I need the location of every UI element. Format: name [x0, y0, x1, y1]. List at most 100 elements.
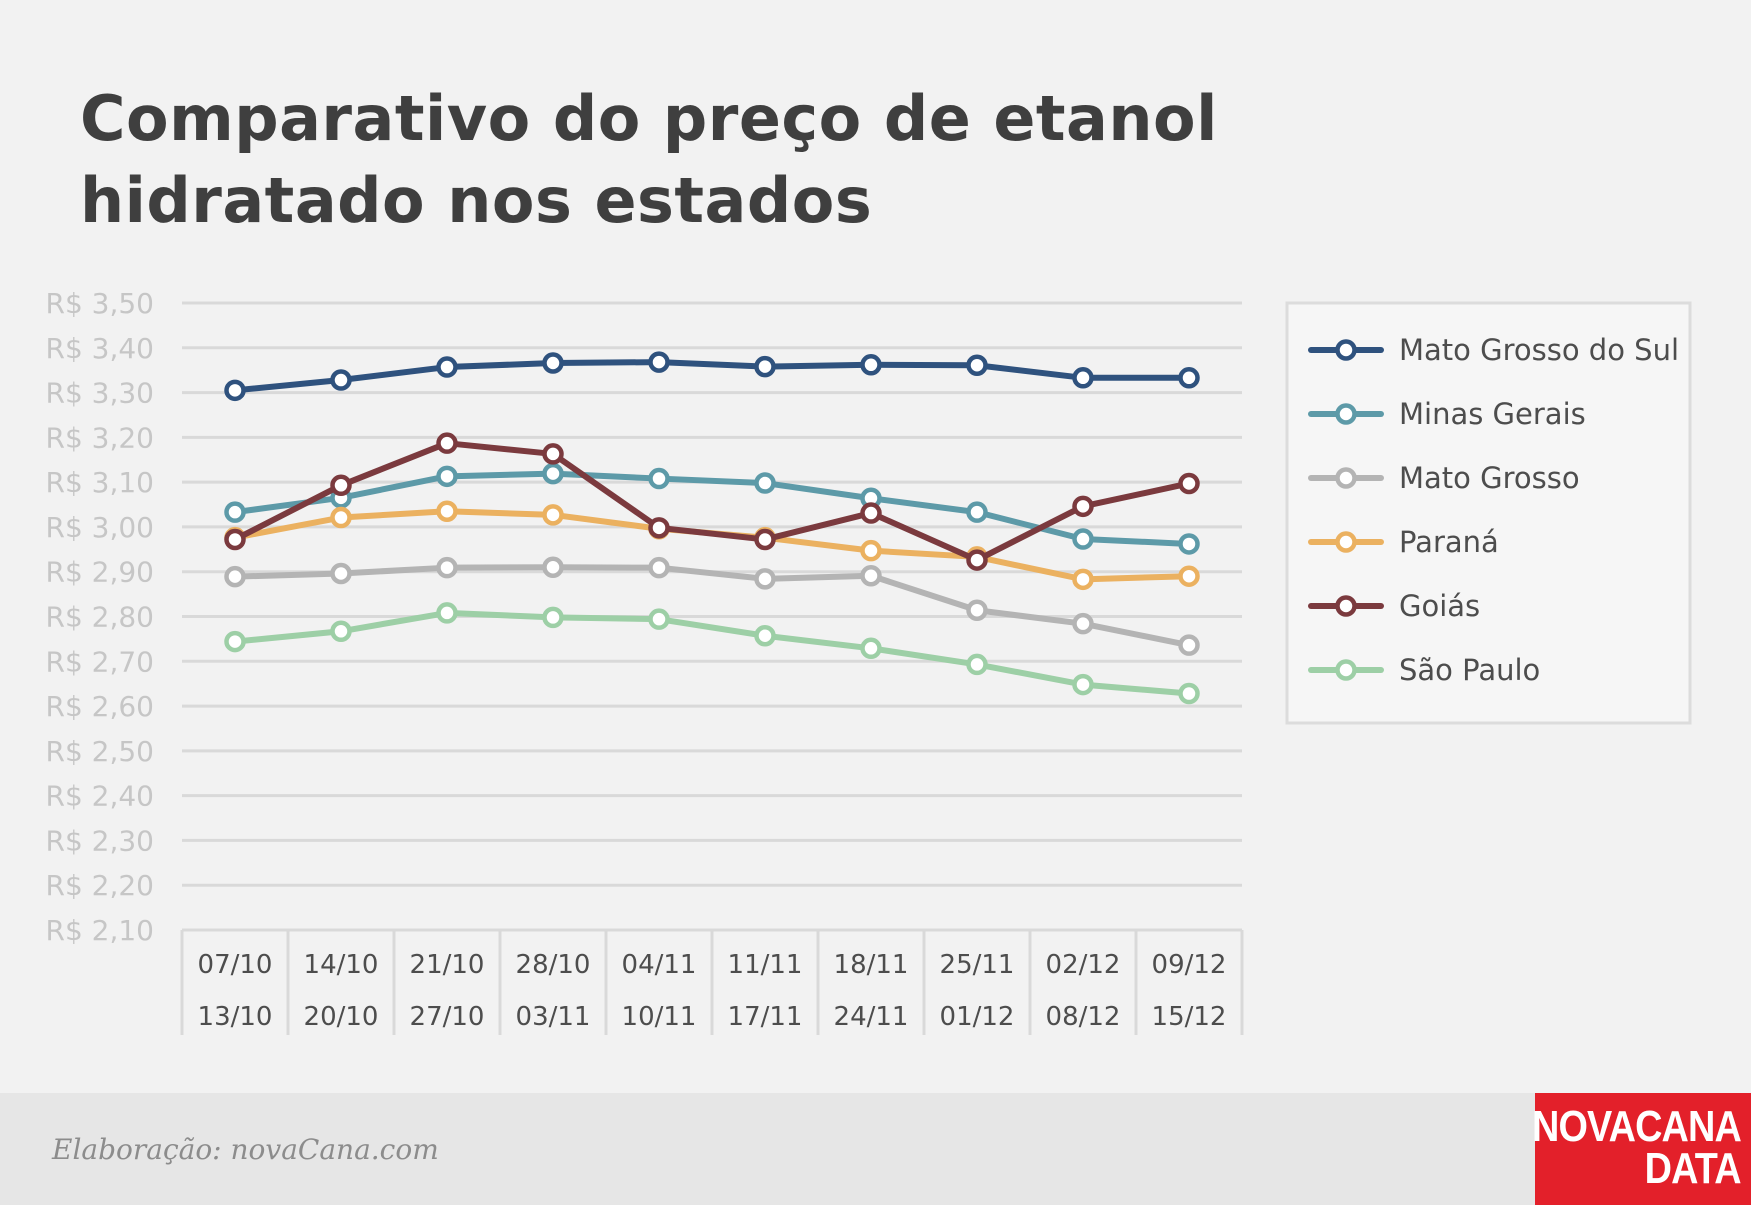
x-tick-label-start: 09/12 [1152, 950, 1227, 980]
y-tick-label: R$ 3,30 [45, 377, 154, 410]
data-point [648, 608, 670, 630]
data-point [224, 565, 246, 588]
legend-item: São Paulo [1308, 653, 1540, 687]
y-tick-label: R$ 2,30 [45, 824, 154, 857]
data-point [754, 625, 776, 647]
series-goias [224, 432, 1200, 571]
data-point [966, 653, 988, 676]
x-tick-label-start: 02/12 [1046, 950, 1121, 980]
data-point [860, 564, 882, 587]
data-point [436, 356, 458, 378]
x-tick-label-end: 27/10 [410, 1002, 485, 1032]
y-tick-label: R$ 3,10 [45, 466, 154, 499]
data-point [542, 352, 564, 374]
chart-title: Comparativo do preço de etanol hidratado… [80, 82, 1218, 237]
logo-line-2: DATA [1644, 1144, 1742, 1193]
legend-item: Minas Gerais [1308, 397, 1586, 431]
data-point [754, 355, 776, 378]
series-sao-paulo [224, 602, 1200, 705]
legend-label: Paraná [1399, 525, 1499, 559]
data-point [1072, 568, 1094, 591]
x-tick-label-end: 20/10 [304, 1002, 379, 1032]
data-point [754, 528, 776, 551]
y-tick-label: R$ 2,10 [45, 914, 154, 947]
data-point [330, 369, 352, 391]
data-point [966, 354, 988, 377]
y-tick-label: R$ 2,90 [45, 556, 154, 589]
x-tick-label-start: 25/11 [940, 950, 1015, 980]
data-point [1178, 472, 1200, 495]
data-point [542, 606, 564, 629]
data-point [754, 568, 776, 590]
data-point [436, 556, 458, 579]
data-point [436, 500, 458, 523]
data-point [966, 549, 988, 571]
credit-text: Elaboração: novaCana.com [52, 1133, 439, 1166]
data-point [754, 472, 776, 494]
data-point [966, 599, 988, 621]
legend-item: Mato Grosso do Sul [1308, 333, 1679, 367]
legend-item: Goiás [1308, 589, 1480, 623]
data-point [1178, 533, 1200, 555]
data-point [860, 637, 882, 660]
legend-item: Paraná [1308, 525, 1499, 559]
x-tick-label-start: 28/10 [516, 950, 591, 980]
y-tick-label: R$ 3,00 [45, 511, 154, 544]
data-point [542, 504, 564, 526]
y-tick-label: R$ 2,40 [45, 780, 154, 813]
series-mato-grosso [224, 556, 1200, 656]
legend-swatch-marker [1335, 467, 1357, 489]
legend-swatch-marker [1335, 659, 1357, 681]
x-tick-label-end: 08/12 [1046, 1002, 1121, 1032]
series-line-sao-paulo [232, 609, 1192, 697]
y-axis-labels: R$ 3,50 R$ 3,40 R$ 3,30 R$ 3,20 R$ 3,10 R$ 3,… [45, 287, 154, 947]
legend-label: Mato Grosso do Sul [1399, 333, 1679, 367]
series-mato-grosso-do-sul [224, 351, 1200, 402]
x-tick-label-end: 03/11 [516, 1002, 591, 1032]
y-tick-label: R$ 3,50 [45, 287, 154, 320]
data-point [966, 501, 988, 523]
x-tick-label-start: 21/10 [410, 950, 485, 980]
y-tick-label: R$ 2,70 [45, 645, 154, 678]
data-point [1072, 495, 1094, 518]
novacana-data-logo: NOVACANA DATA [1532, 1093, 1751, 1205]
x-tick-label-end: 13/10 [198, 1002, 273, 1032]
legend-swatch-marker [1335, 531, 1357, 553]
data-point [860, 502, 882, 524]
data-point [224, 501, 246, 523]
data-point [648, 517, 670, 539]
data-point [224, 528, 246, 551]
x-tick-label-end: 24/11 [834, 1002, 909, 1032]
y-tick-label: R$ 3,40 [45, 332, 154, 365]
legend-swatch-marker [1335, 595, 1357, 617]
data-point [1072, 528, 1094, 550]
data-point [1178, 682, 1200, 705]
x-tick-label-start: 18/11 [834, 950, 909, 980]
data-point [330, 562, 352, 585]
data-point [436, 465, 458, 488]
series-line-mato-grosso [232, 564, 1192, 649]
series-line-minas-gerais [232, 470, 1192, 547]
data-point [648, 351, 670, 373]
x-tick-label-start: 04/11 [622, 950, 697, 980]
legend-swatch-marker [1335, 403, 1357, 425]
x-tick-label-end: 17/11 [728, 1002, 803, 1032]
legend-label: Goiás [1399, 589, 1480, 623]
data-point [860, 539, 882, 562]
data-point [330, 506, 352, 529]
legend-swatch-marker [1335, 339, 1357, 361]
footer: Elaboração: novaCana.com [0, 1093, 1751, 1205]
data-point [1072, 612, 1094, 635]
plot-area [224, 351, 1200, 705]
y-tick-label: R$ 2,50 [45, 735, 154, 768]
data-point [648, 467, 670, 490]
y-tick-label: R$ 3,20 [45, 421, 154, 454]
logo-line-1: NOVACANA [1532, 1102, 1742, 1151]
series-line-mato-grosso-do-sul [232, 359, 1192, 394]
data-point [330, 620, 352, 643]
x-tick-label-start: 14/10 [304, 950, 379, 980]
x-tick-label-end: 01/12 [940, 1002, 1015, 1032]
data-point [436, 432, 458, 454]
data-point [542, 462, 564, 485]
x-tick-label-end: 10/11 [622, 1002, 697, 1032]
